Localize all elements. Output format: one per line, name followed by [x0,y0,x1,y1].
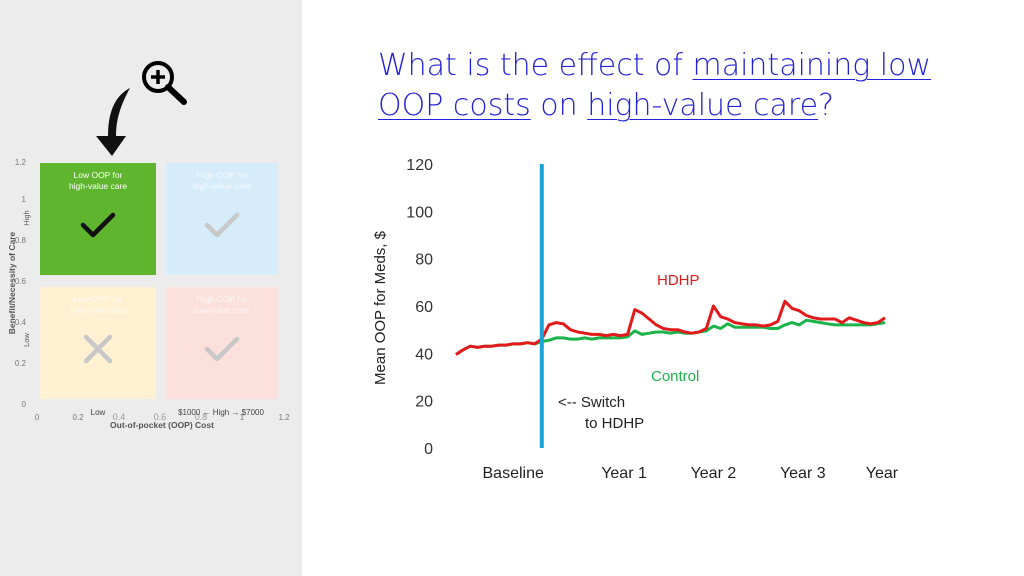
matrix-y-tick: 0 [22,400,27,409]
x-tick-label: Year 1 [601,465,647,482]
matrix-y-tick: 0.6 [15,277,27,286]
matrix-x-low-label: Low [91,408,106,417]
quadrant-label: low-value care [195,305,250,315]
switch-label-line1: <-- Switch [558,394,625,411]
cross-icon [83,334,113,364]
y-axis-ticks: 0 20 40 60 80 100 120 [406,157,433,458]
matrix-x-tick: 1 [240,413,245,422]
y-axis-label: Mean OOP for Meds, $ [372,230,389,385]
matrix-x-tick: 1.2 [278,413,290,422]
y-tick-label: 120 [406,157,433,174]
x-tick-label: Baseline [483,465,544,482]
title-link-maintaining-low[interactable]: maintaining low [692,48,932,83]
matrix-x-tick: 0.4 [113,412,126,422]
switch-label-line2: to HDHP [585,415,644,432]
title-link-oop-costs[interactable]: OOP costs [378,88,531,123]
quadrant-fill [166,287,278,399]
matrix-y-axis-label: Benefit/Necessity of Care [7,231,17,334]
matrix-y-tick: 0.8 [15,236,27,245]
y-tick-label: 60 [415,299,433,316]
zoom-arrow-group [96,61,187,156]
quadrant-fill [40,163,156,275]
quadrant-matrix: 1.2 1 0.8 0.6 0.4 0.2 00 0.2 0.4 0.6 0.8 1 1.2 Low OO… [7,158,290,430]
matrix-x-axis-label: Out-of-pocket (OOP) Cost [110,420,214,430]
x-axis-ticks: Baseline Year 1 Year 2 Year 3 Year 4 [483,465,900,482]
series-label-hdhp: HDHP [657,272,700,289]
matrix-x-tick: 0.2 [72,413,84,422]
check-icon [204,336,240,362]
matrix-y-high-label: High [22,210,31,225]
check-icon [204,212,240,238]
matrix-y-tick: 0.2 [15,359,27,368]
slide-title: What is the effect of maintaining low OO… [378,46,978,126]
series-line-hdhp [455,299,886,356]
y-tick-label: 40 [415,346,433,363]
series-line-control [455,318,886,356]
y-tick-label: 100 [406,204,433,221]
title-text-1: What is the effect of [378,48,693,83]
matrix-x-tick: 0.8 [195,412,208,422]
quadrant-fill [166,163,278,275]
quadrant-label: High OOP for [197,170,248,180]
quadrant-label: Low OOP for [74,294,123,304]
matrix-y-tick: 1.2 [15,158,27,167]
quadrant-label: high-value care [69,181,127,191]
matrix-y-low-label: Low [22,333,31,347]
quadrant-label: Low OOP for [74,170,123,180]
x-tick-label: Year 2 [691,465,737,482]
quadrant-fill [40,287,156,399]
zoom-in-icon [142,61,187,105]
x-tick-label: Year 4 [866,465,900,482]
y-tick-label: 80 [415,252,433,269]
series-lines [455,299,886,356]
check-icon [80,212,116,238]
matrix-y-tick: 0.4 [15,318,27,327]
matrix-x-tick: 0 [35,413,40,422]
quadrant-label: High OOP for [197,294,248,304]
y-tick-label: 0 [424,441,433,458]
y-tick-label: 20 [415,394,433,411]
title-text-3: ? [818,88,834,123]
series-label-control: Control [651,368,699,385]
matrix-x-tick: 0.6 [154,412,167,422]
quadrant-label: low-value care [71,305,126,315]
matrix-x-high-label: $1000 ← High → $7000 [178,408,264,417]
oop-line-chart: Mean OOP for Meds, $ 0 20 40 60 80 100 120 Bas… [372,157,900,482]
title-text-2: on [530,88,588,123]
title-link-high-value-care[interactable]: high-value care [587,88,819,123]
curved-arrow-down-icon [96,88,130,156]
quadrant-label: high-value care [193,181,251,191]
x-tick-label: Year 3 [780,465,826,482]
matrix-y-tick: 1 [22,195,27,204]
